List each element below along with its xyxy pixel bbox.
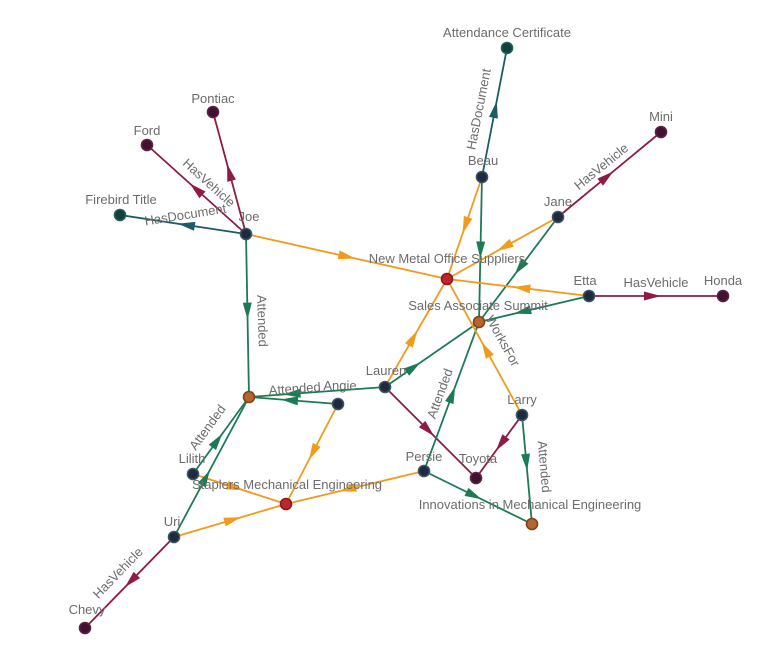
edge-label-joe-unlabeled-event: Attended <box>254 295 271 348</box>
arrows-layer <box>124 101 661 588</box>
edge-arrow-lauren-toyota <box>418 420 435 437</box>
edge-label-etta-honda: HasVehicle <box>623 275 688 290</box>
node-pontiac[interactable] <box>206 105 220 119</box>
node-label-pontiac: Pontiac <box>191 91 235 106</box>
node-unlabeled-event[interactable] <box>242 390 256 404</box>
node-sales-associate-summit[interactable] <box>472 315 486 329</box>
edge-arrow-beau-attendance-certificate <box>489 101 498 119</box>
node-label-angie: Angie <box>323 378 356 393</box>
nodes-layer <box>78 41 730 635</box>
edge-arrow-angie-unlabeled-event <box>280 396 299 406</box>
edge-arrow-uri-staplers-mechanical-engineering <box>223 517 241 527</box>
edge-arrow-lauren-new-metal-office-suppliers <box>405 330 418 348</box>
node-label-beau: Beau <box>468 153 498 168</box>
node-honda[interactable] <box>716 289 730 303</box>
node-toyota[interactable] <box>469 471 483 485</box>
node-jane[interactable] <box>551 210 565 224</box>
edge-arrow-jane-new-metal-office-suppliers <box>496 238 514 252</box>
edge-arrow-joe-unlabeled-event <box>242 302 252 320</box>
node-staplers-mechanical-engineering[interactable] <box>279 497 293 511</box>
node-label-etta: Etta <box>573 273 597 288</box>
node-lilith[interactable] <box>186 467 200 481</box>
node-label-larry: Larry <box>507 392 537 407</box>
node-chevy[interactable] <box>78 621 92 635</box>
edge-arrow-lauren-sales-associate-summit <box>404 362 421 376</box>
node-label-uri: Uri <box>164 514 181 529</box>
node-firebird-title[interactable] <box>113 208 127 222</box>
node-attendance-certificate[interactable] <box>500 41 514 55</box>
edge-arrow-jane-sales-associate-summit <box>514 258 529 275</box>
node-lauren[interactable] <box>378 380 392 394</box>
node-etta[interactable] <box>582 289 596 303</box>
node-label-firebird-title: Firebird Title <box>85 192 157 207</box>
node-label-ford: Ford <box>134 123 161 138</box>
edge-label-larry-new-metal-office-suppliers: WorksFor <box>483 313 524 370</box>
edge-lauren-unlabeled-event <box>248 386 386 398</box>
edge-arrow-larry-toyota <box>495 434 510 451</box>
edge-arrow-joe-ford <box>189 183 206 199</box>
node-larry[interactable] <box>515 408 529 422</box>
edges-layer <box>84 47 723 629</box>
edge-arrow-persie-sales-associate-summit <box>445 386 456 405</box>
edge-arrow-lilith-unlabeled-event <box>208 433 223 451</box>
edge-etta-sales-associate-summit <box>478 295 590 323</box>
edge-arrow-lilith-staplers-mechanical-engineering <box>225 480 244 491</box>
node-label-jane: Jane <box>544 194 572 209</box>
edge-arrow-angie-staplers-mechanical-engineering <box>308 442 321 460</box>
edge-arrow-joe-new-metal-office-suppliers <box>337 250 356 260</box>
edge-arrow-uri-unlabeled-event <box>197 470 210 488</box>
node-label-new-metal-office-suppliers: New Metal Office Suppliers <box>369 251 526 266</box>
edge-lauren-sales-associate-summit <box>384 321 480 388</box>
edge-label-uri-chevy: HasVehicle <box>90 544 146 601</box>
node-label-sales-associate-summit: Sales Associate Summit <box>408 298 548 313</box>
node-label-honda: Honda <box>704 273 743 288</box>
edge-arrow-etta-sales-associate-summit <box>514 305 532 315</box>
edge-arrow-persie-staplers-mechanical-engineering <box>339 482 357 492</box>
node-beau[interactable] <box>475 170 489 184</box>
node-label-chevy: Chevy <box>69 602 106 617</box>
edge-arrow-lauren-unlabeled-event <box>283 388 301 398</box>
edge-arrow-beau-sales-associate-summit <box>476 241 486 259</box>
edge-label-lauren-unlabeled-event: Attended <box>268 379 321 398</box>
edge-arrow-etta-honda <box>643 291 661 301</box>
node-label-lauren: Lauren <box>366 363 406 378</box>
node-label-innovations-in-mechanical-engineering: Innovations in Mechanical Engineering <box>419 497 642 512</box>
edge-arrow-etta-new-metal-office-suppliers <box>513 284 531 294</box>
node-label-joe: Joe <box>239 209 260 224</box>
node-ford[interactable] <box>140 138 154 152</box>
node-innovations-in-mechanical-engineering[interactable] <box>525 517 539 531</box>
node-label-toyota: Toyota <box>459 451 498 466</box>
edge-arrow-joe-firebird-title <box>177 221 196 231</box>
edge-uri-unlabeled-event <box>173 396 250 538</box>
node-angie[interactable] <box>331 397 345 411</box>
node-label-staplers-mechanical-engineering: Staplers Mechanical Engineering <box>192 477 382 492</box>
node-label-persie: Persie <box>406 449 443 464</box>
edge-arrow-jane-mini <box>597 171 614 186</box>
node-label-mini: Mini <box>649 109 673 124</box>
edge-label-jane-mini: HasVehicle <box>571 140 631 193</box>
labels-layer: HasVehicle HasVehicleHasVehicleHasVehicle… <box>69 25 743 617</box>
edge-arrow-larry-new-metal-office-suppliers <box>481 341 494 359</box>
edge-arrow-persie-innovations-in-mechanical-engineering <box>464 487 482 500</box>
node-mini[interactable] <box>654 125 668 139</box>
edge-arrow-uri-chevy <box>124 571 141 588</box>
node-persie[interactable] <box>417 464 431 478</box>
node-new-metal-office-suppliers[interactable] <box>440 272 454 286</box>
node-label-lilith: Lilith <box>179 451 206 466</box>
edge-arrow-joe-pontiac <box>227 164 236 182</box>
node-joe[interactable] <box>239 227 253 241</box>
edge-label-larry-innovations-in-mechanical-engineering: Attended <box>535 440 554 493</box>
node-uri[interactable] <box>167 530 181 544</box>
edge-arrow-beau-new-metal-office-suppliers <box>462 215 473 234</box>
node-label-attendance-certificate: Attendance Certificate <box>443 25 571 40</box>
edge-arrow-larry-innovations-in-mechanical-engineering <box>521 453 531 471</box>
